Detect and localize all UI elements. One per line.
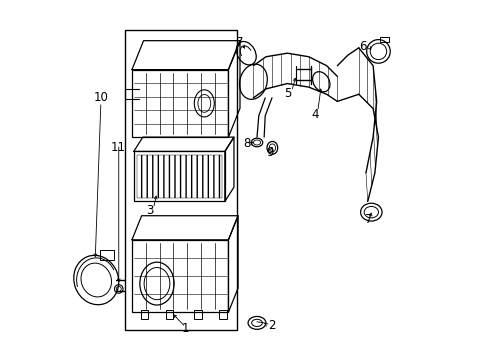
Text: 4: 4 bbox=[310, 108, 318, 121]
Bar bbox=[194, 310, 201, 319]
Text: 6: 6 bbox=[359, 40, 366, 53]
Bar bbox=[134, 152, 224, 202]
Bar bbox=[380, 37, 388, 42]
Text: 7: 7 bbox=[365, 213, 372, 226]
Bar bbox=[124, 30, 237, 330]
Bar bbox=[165, 310, 173, 319]
Text: 10: 10 bbox=[93, 91, 108, 104]
Bar bbox=[132, 240, 228, 312]
Bar bbox=[141, 310, 148, 319]
Bar bbox=[136, 155, 222, 198]
Text: 9: 9 bbox=[265, 146, 273, 159]
Text: 1: 1 bbox=[182, 322, 189, 335]
Text: 2: 2 bbox=[267, 319, 275, 332]
Text: 5: 5 bbox=[284, 87, 291, 100]
Bar bbox=[132, 69, 228, 137]
Text: 11: 11 bbox=[111, 141, 125, 154]
Bar bbox=[219, 310, 226, 319]
Text: 7: 7 bbox=[236, 36, 243, 49]
Bar bbox=[100, 249, 114, 260]
Text: 8: 8 bbox=[243, 138, 250, 150]
Text: 3: 3 bbox=[146, 204, 153, 217]
